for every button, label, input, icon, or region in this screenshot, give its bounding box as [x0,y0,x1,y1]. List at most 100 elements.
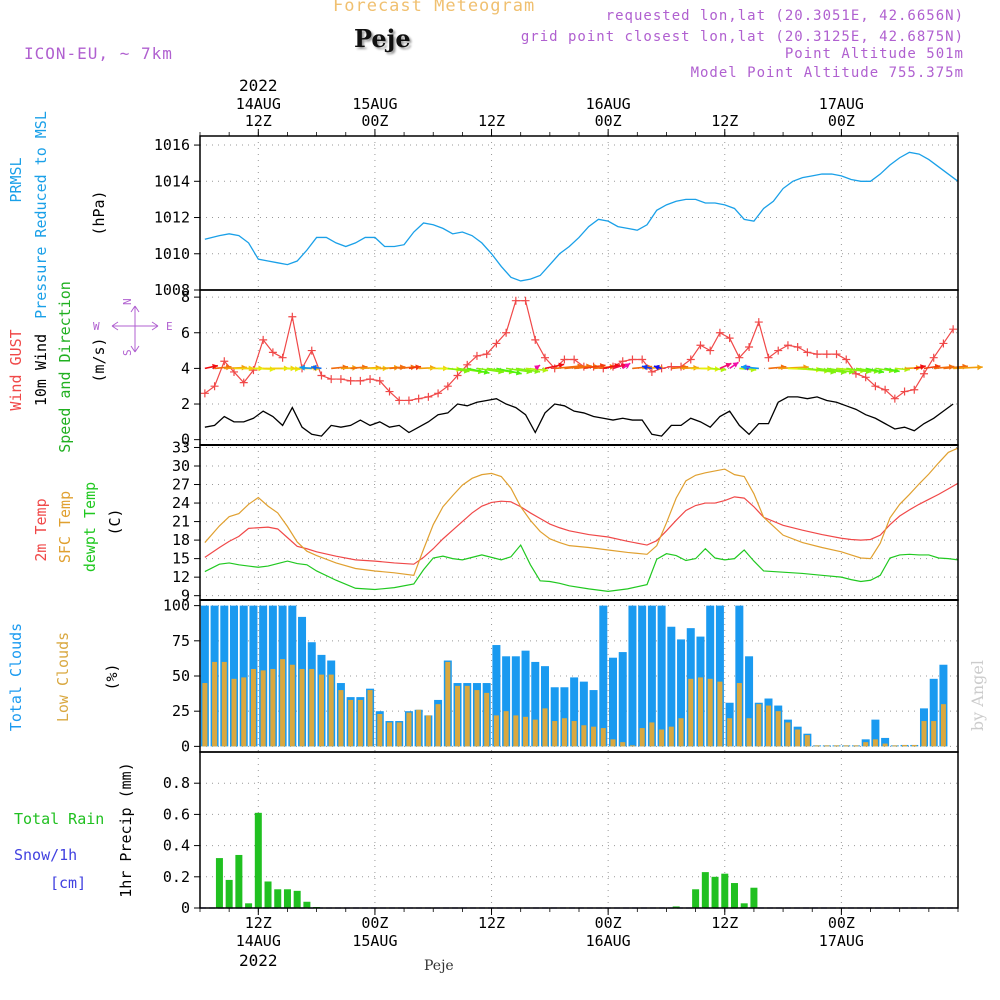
gust-point [288,312,297,321]
gust-point [725,334,734,343]
wind-arrowhead [920,364,926,370]
wind-arrowhead [904,366,910,373]
low-cloud-bar [289,664,295,747]
total-rain-label: Total Rain [14,810,104,828]
gust-point [667,362,676,371]
snow-label: Snow/1h [14,846,77,864]
low-cloud-bar [348,699,354,747]
low-clouds-label: Low Clouds [54,632,72,722]
low-cloud-bar [872,739,878,747]
low-cloud-bar [804,735,810,747]
gust-point [910,385,919,394]
bottom-hour-label: 00Z [828,914,855,932]
bottom-date-label: 14AUG [236,932,281,950]
y-tick-label: 30 [172,457,190,475]
gust-point [366,375,375,384]
y-tick-label: 0.8 [163,774,190,792]
total-cloud-bar [570,677,579,747]
gust-point [239,378,248,387]
temp2m-label: 2m Temp [32,498,50,561]
total-cloud-bar [521,650,530,747]
y-tick-label: 0 [181,899,190,917]
low-cloud-bar [318,674,324,747]
low-cloud-bar [591,726,597,747]
top-hour-label: 12Z [245,112,272,130]
wind-arrowhead [558,362,565,369]
rain-bar [215,858,223,908]
footer-label: Peje [424,958,454,974]
gust-point [200,389,209,398]
rain-bar [274,889,282,908]
bottom-hour-label: 00Z [595,914,622,932]
total-cloud-bar [579,681,588,747]
total-clouds-label: Total Clouds [7,623,25,731]
low-cloud-bar [620,742,626,747]
wind-arrowhead [542,367,549,373]
gust-point [570,355,579,364]
gust-point [881,385,890,394]
y-tick-label: 4 [181,359,190,377]
y-tick-label: 2 [181,395,190,413]
compass-s: S [121,349,134,356]
total-cloud-bar [550,687,559,747]
low-cloud-bar [795,729,801,747]
gust-point [803,348,812,357]
model-point-altitude: Model Point Altitude 755.375m [690,65,964,81]
wind-arrowhead [212,363,218,370]
total-cloud-bar [881,737,890,747]
low-cloud-bar [561,718,567,747]
low-cloud-bar [503,711,509,747]
snow-unit-label: [cm] [50,874,86,892]
y-tick-label: 0.4 [163,837,190,855]
rain-bar [303,901,311,908]
rain-bar [283,889,291,908]
gust-point [783,341,792,350]
gust-point [414,394,423,403]
pressure-unit-label: (hPa) [90,190,108,235]
low-cloud-bar [542,708,548,747]
y-tick-label: 8 [181,288,190,306]
point-altitude: Point Altitude 501m [784,46,964,62]
wind-arrowhead [641,364,648,371]
low-cloud-bar [425,715,431,747]
low-cloud-bar [532,719,538,747]
wind10-label: 10m Wind [32,334,50,406]
low-cloud-bar [464,685,470,747]
gust-point [754,318,763,327]
compass-n: N [121,298,134,305]
low-cloud-bar [445,661,451,747]
low-cloud-bar [309,668,315,747]
low-cloud-bar [406,712,412,747]
pressure-line [204,151,959,282]
compass-w: W [93,320,100,333]
low-cloud-bar [688,678,694,747]
bottom-date-label: 16AUG [586,932,631,950]
rain-bar [225,879,233,908]
gust-point [939,339,948,348]
total-cloud-bar [929,678,938,747]
bottom-hour-label: 12Z [711,914,738,932]
low-cloud-bar [338,690,344,747]
bottom-hour-label: 12Z [478,914,505,932]
low-cloud-bar [892,745,898,747]
wind-arrowhead [515,369,522,376]
requested-coords: requested lon,lat (20.3051E, 42.6656N) [605,8,964,24]
gust-point [472,351,481,360]
wind-arrowhead [415,364,422,371]
temp-unit-label: (C) [106,508,124,535]
total-cloud-bar [706,605,715,747]
total-cloud-bar [560,687,569,747]
gust-point [511,296,520,305]
sfc-temp-line [204,447,959,576]
wind-arrowhead [311,364,317,371]
y-tick-label: 9 [181,587,190,605]
gust-point [900,387,909,396]
low-cloud-bar [736,683,742,747]
rain-bar [692,889,700,908]
gust-point [560,355,569,364]
wind-speed-dir-label: Speed and Direction [56,281,74,453]
gust-point [764,353,773,362]
bottom-date-label: 17AUG [819,932,864,950]
rain-bar [672,906,680,908]
gust-point [521,296,530,305]
